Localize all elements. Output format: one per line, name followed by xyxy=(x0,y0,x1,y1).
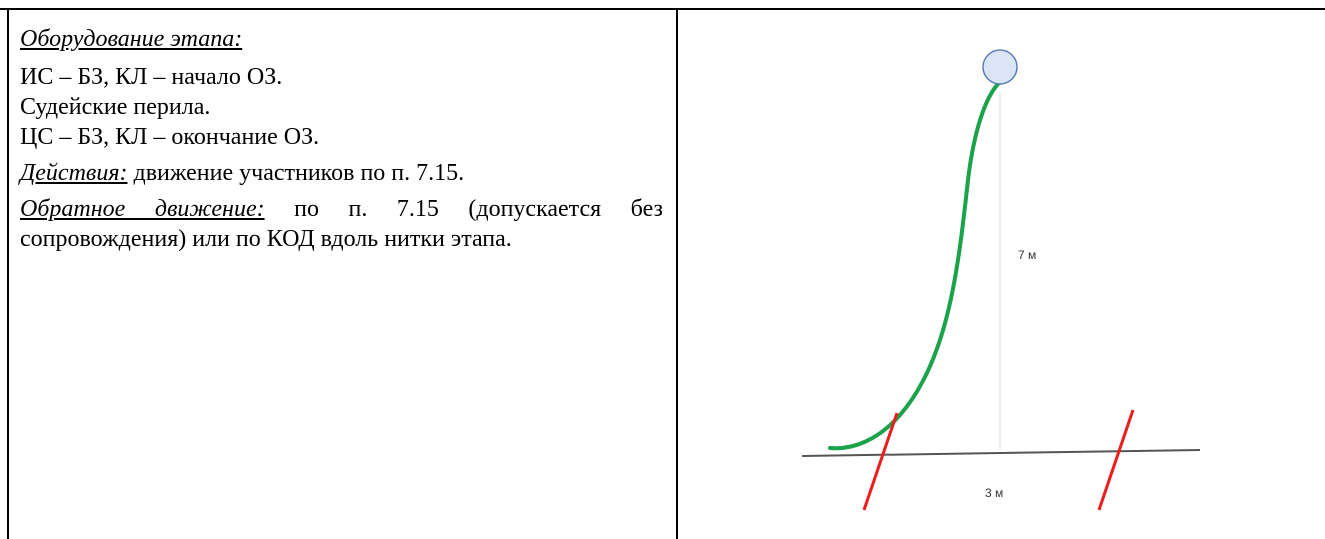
equipment-label: Оборудование этапа: xyxy=(20,26,243,52)
equipment-line-rails: Судейские перила. xyxy=(20,94,211,120)
actions-label: Действия: xyxy=(20,160,128,186)
stage-diagram: 7 м 3 м xyxy=(801,49,1201,511)
anchor-point-icon xyxy=(982,49,1018,85)
actions-text: движение участников по п. 7.15. xyxy=(127,160,465,186)
return-paragraph: Обратное движение: по п. 7.15 (допускает… xyxy=(20,194,663,254)
equipment-list: ИС – БЗ, КЛ – начало ОЗ. Судейские перил… xyxy=(20,62,663,152)
stage-description-cell: Оборудование этапа: ИС – БЗ, КЛ – начало… xyxy=(20,24,663,260)
finish-control-line xyxy=(1097,409,1135,511)
equipment-heading: Оборудование этапа: xyxy=(20,24,663,54)
start-control-line xyxy=(862,412,899,511)
equipment-line-start: ИС – БЗ, КЛ – начало ОЗ. xyxy=(20,64,283,90)
table-top-border xyxy=(0,8,1325,10)
height-dimension-label: 7 м xyxy=(1018,248,1036,262)
return-text: по п. 7.15 (допускается без сопровождени… xyxy=(20,196,664,252)
ground-line xyxy=(801,449,1201,457)
equipment-line-finish: ЦС – БЗ, КЛ – окончание ОЗ. xyxy=(20,124,320,150)
judge-rope-line xyxy=(828,80,1002,451)
width-dimension-label: 3 м xyxy=(985,486,1003,500)
table-column-divider xyxy=(676,8,678,539)
table-left-border xyxy=(7,8,9,539)
return-label: Обратное движение: xyxy=(20,196,265,222)
stage-diagram-cell: 7 м 3 м xyxy=(678,10,1325,539)
actions-paragraph: Действия: движение участников по п. 7.15… xyxy=(20,158,663,188)
